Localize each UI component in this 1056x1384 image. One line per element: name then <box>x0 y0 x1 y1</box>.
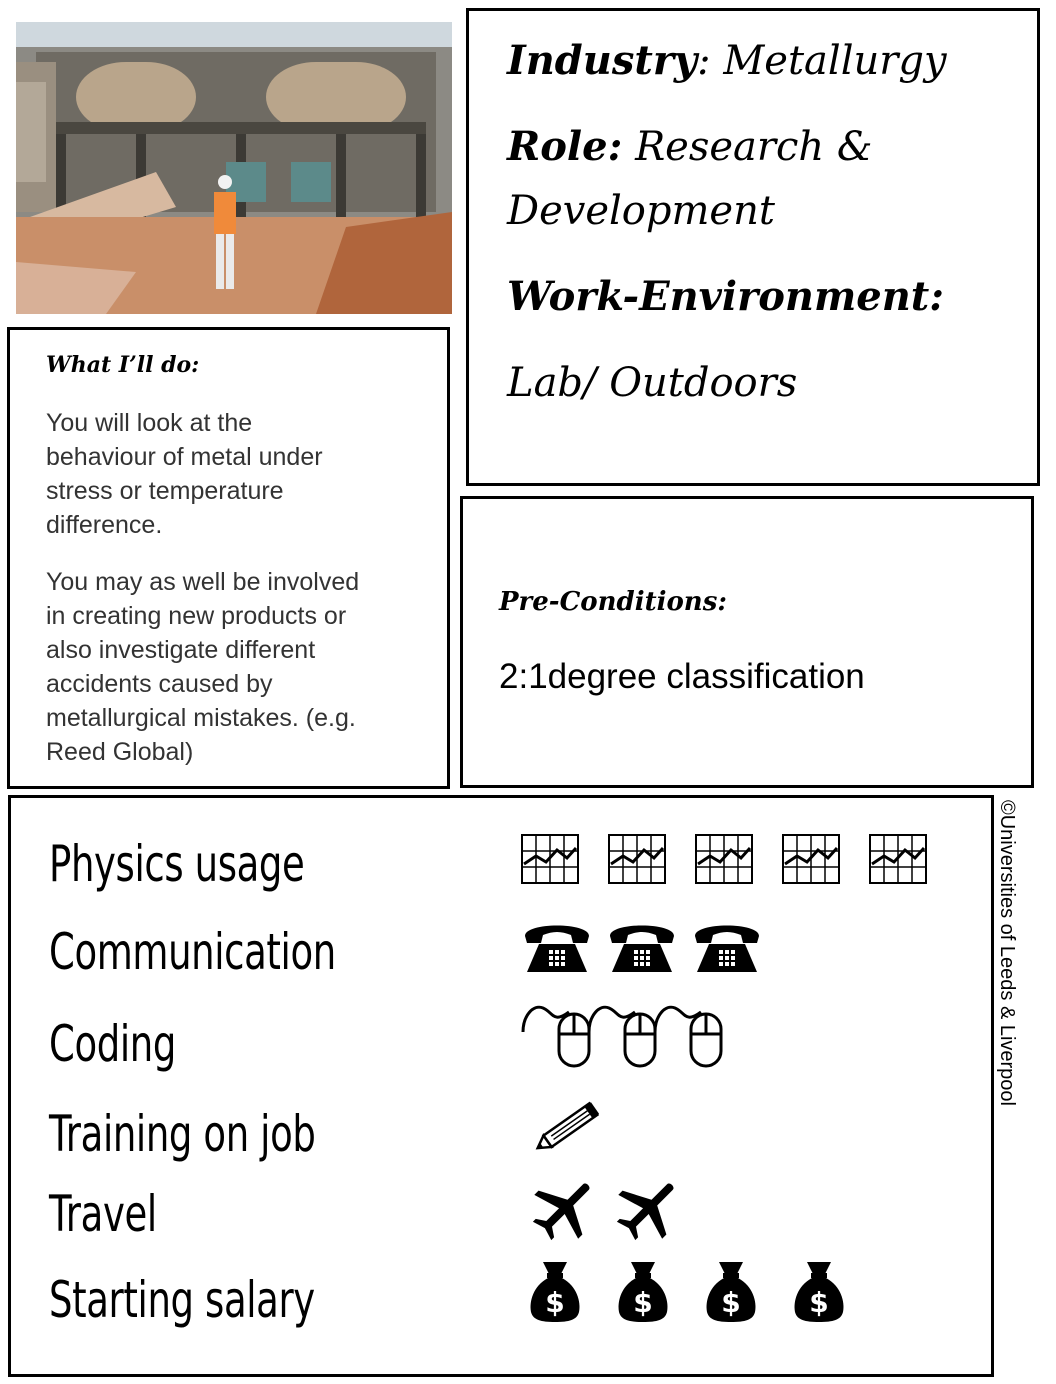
text-line: metallurgical mistakes. (e.g. <box>46 704 356 732</box>
rating-label-communication: Communication <box>49 923 336 981</box>
airplane-icon <box>613 1174 683 1249</box>
preconditions-box: Pre-Conditions: 2:1degree classification <box>460 496 1034 788</box>
mouse-icon <box>521 998 593 1075</box>
industry-label: Industry <box>507 37 698 84</box>
text-line: accidents caused by <box>46 670 273 698</box>
mouse-icon <box>653 998 725 1075</box>
what-ill-do-heading: What I’ll do: <box>46 352 200 378</box>
airplane-icon <box>529 1174 599 1249</box>
role-line: Role: Research & <box>507 123 873 171</box>
text-line: You will look at the <box>46 409 253 437</box>
text-line: behaviour of metal under <box>46 443 323 471</box>
role-value-continued: Development <box>507 187 775 235</box>
what-ill-do-paragraph-1: You will look at the behaviour of metal … <box>46 406 426 542</box>
industry-value: : Metallurgy <box>697 38 947 84</box>
preconditions-value: 2:1degree classification <box>499 657 865 696</box>
rating-label-travel: Travel <box>49 1185 157 1243</box>
chart-icon <box>521 834 579 889</box>
telephone-icon <box>521 916 593 979</box>
chart-icon <box>782 834 840 889</box>
text-line: Reed Global) <box>46 738 194 766</box>
what-ill-do-box: What I’ll do: You will look at the behav… <box>7 327 450 789</box>
job-info-box: Industry: Metallurgy Role: Research & De… <box>466 8 1040 486</box>
work-environment-label: Work-Environment: <box>507 273 945 320</box>
telephone-icon <box>606 916 678 979</box>
rating-label-coding: Coding <box>49 1015 176 1073</box>
mouse-icon <box>587 998 659 1075</box>
money-bag-icon: $ <box>529 1260 581 1329</box>
money-bag-icon: $ <box>617 1260 669 1329</box>
rating-label-starting-salary: Starting salary <box>49 1271 315 1329</box>
work-environment-line: Work-Environment: <box>507 273 944 321</box>
role-label: Role: <box>507 123 623 170</box>
text-line: You may as well be involved <box>46 568 360 596</box>
ratings-box: Physics usage Communication Coding Train… <box>8 795 994 1377</box>
money-bag-icon: $ <box>793 1260 845 1329</box>
chart-icon <box>695 834 753 889</box>
role-value: Research & <box>635 124 873 170</box>
role-value-2: Development <box>507 188 775 234</box>
text-line: also investigate different <box>46 636 316 664</box>
copyright-text: ©Universities of Leeds & Liverpool <box>996 800 1018 1106</box>
site-photo <box>16 22 452 314</box>
what-ill-do-paragraph-2: You may as well be involved in creating … <box>46 565 426 769</box>
chart-icon <box>869 834 927 889</box>
text-line: in creating new products or <box>46 602 347 630</box>
work-environment-value: Lab/ Outdoors <box>507 360 798 406</box>
svg-text:$: $ <box>809 1286 828 1319</box>
text-line: difference. <box>46 511 163 539</box>
industry-line: Industry: Metallurgy <box>507 37 947 85</box>
money-bag-icon: $ <box>705 1260 757 1329</box>
preconditions-heading: Pre-Conditions: <box>499 587 727 617</box>
work-environment-value-line: Lab/ Outdoors <box>507 359 797 407</box>
telephone-icon <box>691 916 763 979</box>
pencil-icon <box>531 1094 611 1163</box>
svg-text:$: $ <box>721 1286 740 1319</box>
text-line: stress or temperature <box>46 477 284 505</box>
svg-text:$: $ <box>633 1286 652 1319</box>
chart-icon <box>608 834 666 889</box>
rating-label-training-on-job: Training on job <box>49 1105 316 1163</box>
svg-text:$: $ <box>545 1286 564 1319</box>
rating-label-physics-usage: Physics usage <box>49 835 305 893</box>
